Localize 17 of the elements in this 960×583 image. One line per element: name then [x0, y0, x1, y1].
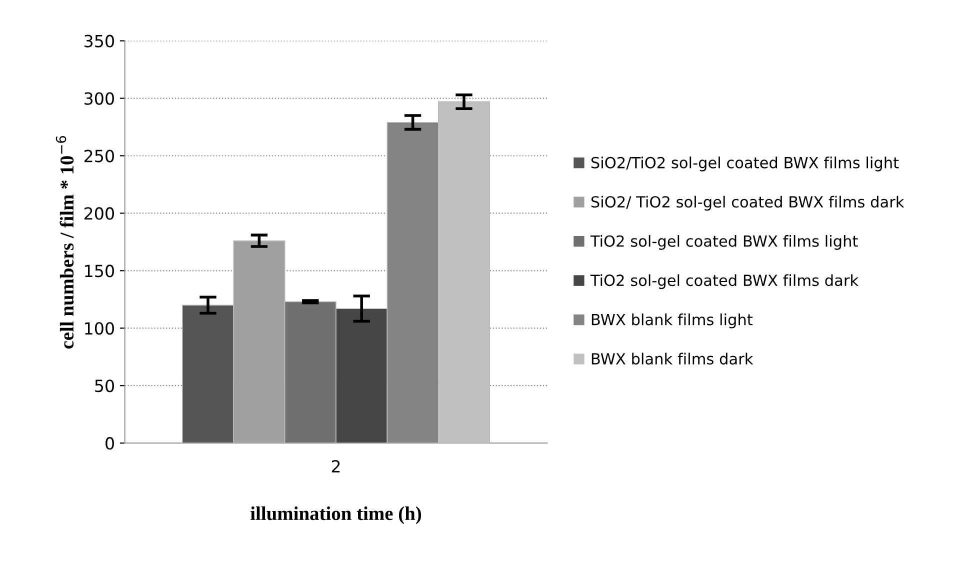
y-tick-label: 100 [85, 322, 114, 335]
y-tick-label: 250 [84, 150, 114, 162]
y-tick-label: 350 [84, 34, 114, 48]
legend-label: SiO2/TiO2 sol-gel coated BWX films light [591, 156, 899, 172]
y-tick-label: 150 [85, 264, 114, 278]
x-tick-label: 2 [332, 460, 340, 472]
legend-label: TiO2 sol-gel coated BWX films light [590, 235, 858, 250]
legend-label: TiO2 sol-gel coated BWX films dark [590, 274, 859, 290]
y-tick-label: 50 [95, 380, 114, 392]
y-axis-title: cell numbers / film * 10$^{−6}$ [56, 136, 74, 349]
y-tick-label: 200 [84, 207, 114, 220]
legend-label: BWX blank films dark [592, 352, 754, 365]
y-tick-label: 300 [84, 92, 114, 105]
y-tick-label: 0 [106, 437, 114, 450]
legend-label: BWX blank films light [592, 314, 753, 328]
legend-label: SiO2/ TiO2 sol-gel coated BWX films dark [591, 196, 904, 211]
x-axis-title: illumination time (h) [250, 506, 422, 524]
